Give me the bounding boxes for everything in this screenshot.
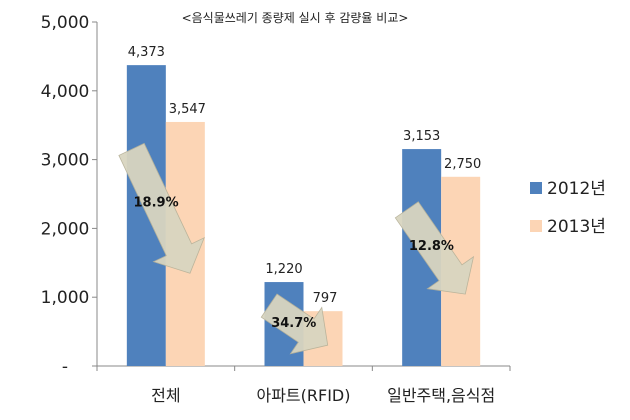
legend-swatch	[530, 182, 542, 194]
y-tick-label: 4,000	[41, 82, 90, 102]
legend-label: 2012년	[547, 179, 606, 199]
x-tick-label: 아파트(RFID)	[256, 386, 350, 405]
x-tick-label: 일반주택,음식점	[387, 386, 495, 405]
reduction-arrow	[394, 201, 475, 295]
reduction-label: 18.9%	[134, 195, 179, 210]
bar-value-label: 2,750	[444, 157, 481, 172]
y-tick-label: 2,000	[41, 219, 90, 239]
reduction-label: 34.7%	[271, 316, 316, 331]
y-tick-label: -	[62, 357, 68, 377]
y-tick-label: 5,000	[41, 13, 90, 33]
bar-value-label: 3,547	[169, 102, 206, 117]
axes: - 1,000 2,000 3,000 4,000 5,000	[41, 13, 511, 377]
legend-label: 2013년	[547, 217, 606, 237]
reduction-arrow	[118, 142, 205, 274]
reduction-label: 12.8%	[409, 239, 454, 254]
reduction-arrow	[260, 293, 329, 355]
data-labels: 4,373 3,547 전체 18.9% 1,220 797 아파트(RFID) 34.7% 3…	[128, 45, 496, 405]
bar-value-label: 797	[313, 291, 338, 306]
legend-swatch	[530, 220, 542, 232]
legend: 2012년 2013년	[530, 179, 606, 237]
y-tick-label: 3,000	[41, 151, 90, 171]
bar-value-label: 1,220	[265, 262, 302, 277]
bar-value-label: 3,153	[403, 129, 440, 144]
x-tick-label: 전체	[151, 386, 180, 405]
chart-title: <음식물쓰레기 종량제 실시 후 감량율 비교>	[182, 11, 409, 25]
reduction-arrows	[118, 142, 475, 355]
y-tick-label: 1,000	[41, 288, 90, 308]
bar-value-label: 4,373	[128, 45, 165, 60]
